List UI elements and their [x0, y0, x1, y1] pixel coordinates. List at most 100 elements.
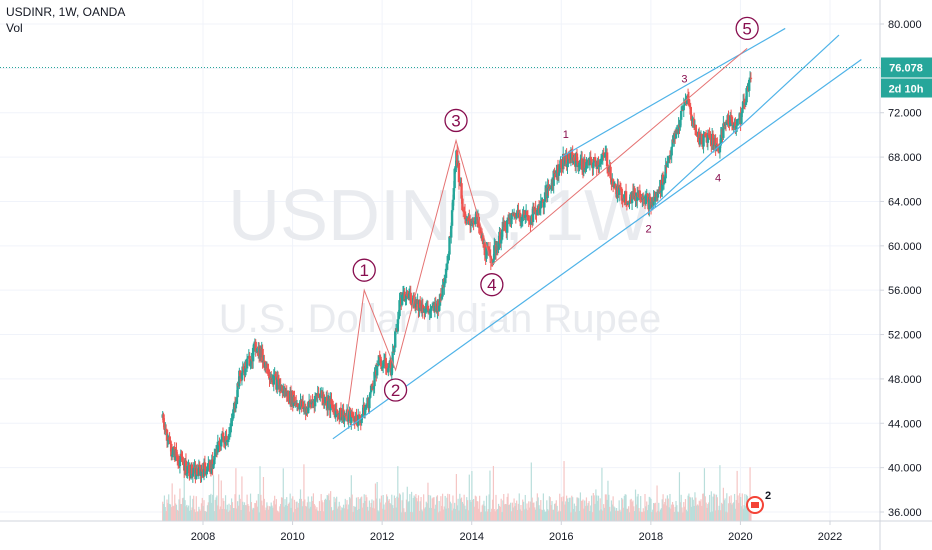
volume-bar [668, 507, 670, 521]
volume-bar [496, 509, 498, 521]
candle-body [393, 347, 396, 353]
y-tick-label: 40.000 [888, 463, 922, 475]
volume-bar [600, 509, 602, 521]
volume-bar [597, 500, 599, 521]
volume-bar [331, 510, 333, 521]
volume-bar [708, 502, 710, 521]
volume-bar [228, 503, 230, 521]
volume-bar [417, 495, 420, 521]
volume-bar [390, 504, 392, 521]
volume-bar [594, 503, 596, 521]
volume-bar [745, 506, 747, 521]
volume-bar [183, 462, 185, 521]
volume-bar [342, 504, 345, 521]
wave-sublabel: 3 [681, 74, 687, 86]
volume-bar [378, 511, 380, 521]
volume-bar [396, 496, 398, 521]
candle-body [662, 182, 666, 185]
volume-bar [449, 501, 451, 521]
event-badge-count: 2 [765, 490, 771, 502]
volume-bar [494, 511, 496, 521]
candle-body [600, 157, 604, 159]
wave-circle [735, 16, 759, 41]
volume-bar [568, 497, 570, 521]
volume-bar [554, 503, 557, 521]
candle-body [599, 158, 603, 165]
volume-bar [388, 499, 390, 521]
volume-bar [202, 505, 204, 521]
volume-bar [215, 497, 217, 521]
candle-body [682, 105, 685, 111]
candle-body [276, 377, 279, 390]
volume-bar [203, 500, 205, 521]
volume-bar [243, 502, 246, 521]
volume-bar [189, 495, 191, 521]
candle-body [242, 366, 245, 370]
volume-bar [670, 508, 672, 521]
candle-body [723, 122, 727, 126]
volume-bar [684, 499, 687, 521]
candle-body [505, 220, 509, 233]
candle-body [390, 367, 393, 376]
volume-bar [615, 508, 618, 521]
volume-bar [577, 497, 579, 521]
volume-bar [363, 494, 365, 521]
candle-body [569, 149, 573, 160]
volume-bar [316, 507, 318, 521]
volume-bar [572, 508, 575, 521]
volume-bar [491, 508, 493, 521]
volume-bar [241, 476, 243, 521]
volume-bar [636, 496, 638, 521]
volume-bar [399, 494, 402, 521]
candle-body [372, 386, 375, 389]
volume-bar [304, 499, 306, 521]
volume-bar [497, 503, 500, 521]
volume-bar [596, 495, 598, 521]
candle-body [536, 210, 539, 215]
volume-bar [460, 498, 462, 521]
volume-bar [666, 495, 668, 521]
volume-bar [724, 498, 726, 521]
volume-bar [629, 499, 631, 521]
volume-bar [351, 494, 353, 521]
volume-bar [242, 501, 244, 521]
volume-bar [414, 496, 416, 521]
candle-body [594, 160, 598, 167]
volume-bar [579, 492, 582, 521]
candle-body [231, 418, 234, 421]
volume-bar [208, 495, 210, 521]
volume-bar [664, 501, 666, 521]
volume-bar [628, 512, 631, 521]
volume-bar [360, 497, 362, 521]
candle-body [468, 220, 472, 226]
volume-bar [426, 503, 428, 521]
volume-bar [251, 509, 253, 521]
volume-bar [445, 508, 447, 521]
candle-body [450, 225, 453, 238]
candle-body [589, 156, 592, 159]
volume-bar [541, 510, 544, 521]
volume-bar [368, 500, 370, 521]
candle-body [454, 166, 457, 169]
volume-bar [221, 508, 223, 521]
volume-bar [260, 494, 262, 521]
candle-body [612, 185, 616, 187]
volume-bar [651, 512, 653, 521]
candle-body [334, 409, 338, 418]
candle-body [301, 401, 305, 410]
volume-bar [164, 507, 166, 521]
volume-bar [592, 492, 594, 521]
volume-bar [618, 500, 620, 521]
candle-body [711, 133, 715, 147]
volume-bar [718, 505, 720, 521]
volume-bar [420, 497, 422, 521]
volume-bar [689, 496, 691, 521]
volume-bar [609, 511, 612, 521]
candle-body [659, 186, 662, 193]
volume-bar [738, 502, 740, 521]
volume-bar [365, 494, 367, 521]
volume-bar [696, 504, 699, 521]
candle-body [396, 319, 400, 332]
candle-body [421, 304, 424, 313]
